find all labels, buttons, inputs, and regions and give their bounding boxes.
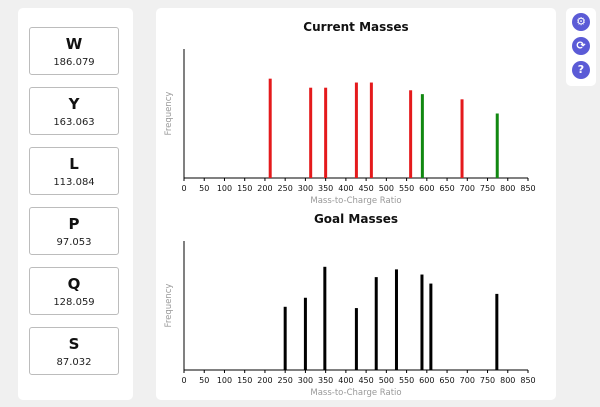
spectrum-peak xyxy=(309,87,313,178)
x-tick-label: 150 xyxy=(237,376,252,385)
amino-acid-letter: P xyxy=(68,215,80,233)
spectrum-peak xyxy=(283,306,287,370)
chart-title: Goal Masses xyxy=(314,212,398,226)
x-tick-label: 750 xyxy=(480,184,495,193)
x-tick-label: 600 xyxy=(419,376,434,385)
amino-acid-card-l[interactable]: L 113.084 xyxy=(29,147,119,195)
x-tick-label: 300 xyxy=(298,184,313,193)
amino-acid-letter: Q xyxy=(67,275,81,293)
x-tick-label: 350 xyxy=(318,376,333,385)
x-tick-label: 550 xyxy=(399,376,414,385)
amino-acid-letter: Y xyxy=(68,95,80,113)
x-tick-label: 650 xyxy=(439,376,454,385)
x-tick-label: 400 xyxy=(338,184,353,193)
amino-acid-mass: 97.053 xyxy=(56,237,92,248)
spectrum-peak xyxy=(394,269,398,370)
x-tick-label: 150 xyxy=(237,184,252,193)
spectrum-peak xyxy=(354,308,358,370)
x-tick-label: 50 xyxy=(199,184,209,193)
x-tick-label: 450 xyxy=(358,184,373,193)
spectrum-peak xyxy=(420,94,424,178)
amino-acid-mass: 87.032 xyxy=(56,357,92,368)
spectrum-peak xyxy=(495,113,499,178)
current-masses-chart: Current Masses 0 50 100 150 200 250 300 350 400 45… xyxy=(164,20,536,206)
x-tick-label: 200 xyxy=(257,184,272,193)
spectrum-peak xyxy=(420,274,424,370)
amino-acid-card-p[interactable]: P 97.053 xyxy=(29,207,119,255)
x-tick-label: 400 xyxy=(338,376,353,385)
x-tick-label: 350 xyxy=(318,184,333,193)
x-tick-label: 100 xyxy=(217,376,232,385)
x-tick-label: 250 xyxy=(278,184,293,193)
tool-tray: ⚙ ⟳ ? xyxy=(566,8,596,86)
x-tick-label: 700 xyxy=(460,184,475,193)
spectrum-peak xyxy=(369,82,373,178)
amino-acid-letter: W xyxy=(65,35,83,53)
x-tick-label: 600 xyxy=(419,184,434,193)
spectrum-peak xyxy=(303,297,307,370)
goal-masses-chart: Goal Masses 0 50 100 150 200 250 300 350 400 450 50… xyxy=(164,212,536,398)
spectrum-peak xyxy=(429,283,433,370)
amino-acid-mass: 113.084 xyxy=(53,177,95,188)
x-tick-label: 650 xyxy=(439,184,454,193)
x-tick-label: 500 xyxy=(379,376,394,385)
x-tick-label: 250 xyxy=(278,376,293,385)
x-axis-label: Mass-to-Charge Ratio xyxy=(310,196,401,206)
spectrum-peak xyxy=(324,87,328,178)
x-tick-label: 100 xyxy=(217,184,232,193)
x-tick-label: 850 xyxy=(520,376,535,385)
spectrum-peak xyxy=(323,266,327,370)
x-tick-label: 800 xyxy=(500,376,515,385)
amino-acid-mass: 186.079 xyxy=(53,57,95,68)
refresh-icon[interactable]: ⟳ xyxy=(572,37,590,55)
help-icon[interactable]: ? xyxy=(572,61,590,79)
spectrum-peak xyxy=(268,78,272,178)
spectrum-peak xyxy=(409,90,413,178)
x-tick-label: 850 xyxy=(520,184,535,193)
amino-acid-card-w[interactable]: W 186.079 xyxy=(29,27,119,75)
amino-acid-mass: 128.059 xyxy=(53,297,95,308)
x-tick-label: 200 xyxy=(257,376,272,385)
x-tick-label: 500 xyxy=(379,184,394,193)
y-axis-label: Frequency xyxy=(164,284,174,328)
x-tick-label: 450 xyxy=(358,376,373,385)
spectra-panel: Current Masses 0 50 100 150 200 250 300 350 400 45… xyxy=(156,8,556,400)
amino-acid-panel: W 186.079 Y 163.063 L 113.084 P 97.053 Q… xyxy=(18,8,133,400)
spectrum-peak xyxy=(460,99,464,178)
amino-acid-card-s[interactable]: S 87.032 xyxy=(29,327,119,375)
y-axis-label: Frequency xyxy=(164,92,174,136)
x-tick-label: 0 xyxy=(181,184,186,193)
x-tick-label: 800 xyxy=(500,184,515,193)
x-tick-label: 50 xyxy=(199,376,209,385)
spectrum-peak xyxy=(495,293,499,370)
spectrum-peak xyxy=(354,82,358,178)
amino-acid-letter: S xyxy=(68,335,80,353)
spectrum-peak xyxy=(374,277,378,370)
x-tick-label: 550 xyxy=(399,184,414,193)
amino-acid-mass: 163.063 xyxy=(53,117,95,128)
gear-icon[interactable]: ⚙ xyxy=(572,13,590,31)
x-axis-label: Mass-to-Charge Ratio xyxy=(310,388,401,398)
amino-acid-letter: L xyxy=(69,155,79,173)
x-tick-label: 0 xyxy=(181,376,186,385)
x-tick-label: 300 xyxy=(298,376,313,385)
amino-acid-card-q[interactable]: Q 128.059 xyxy=(29,267,119,315)
x-tick-label: 750 xyxy=(480,376,495,385)
x-tick-label: 700 xyxy=(460,376,475,385)
amino-acid-card-y[interactable]: Y 163.063 xyxy=(29,87,119,135)
chart-title: Current Masses xyxy=(303,20,408,34)
